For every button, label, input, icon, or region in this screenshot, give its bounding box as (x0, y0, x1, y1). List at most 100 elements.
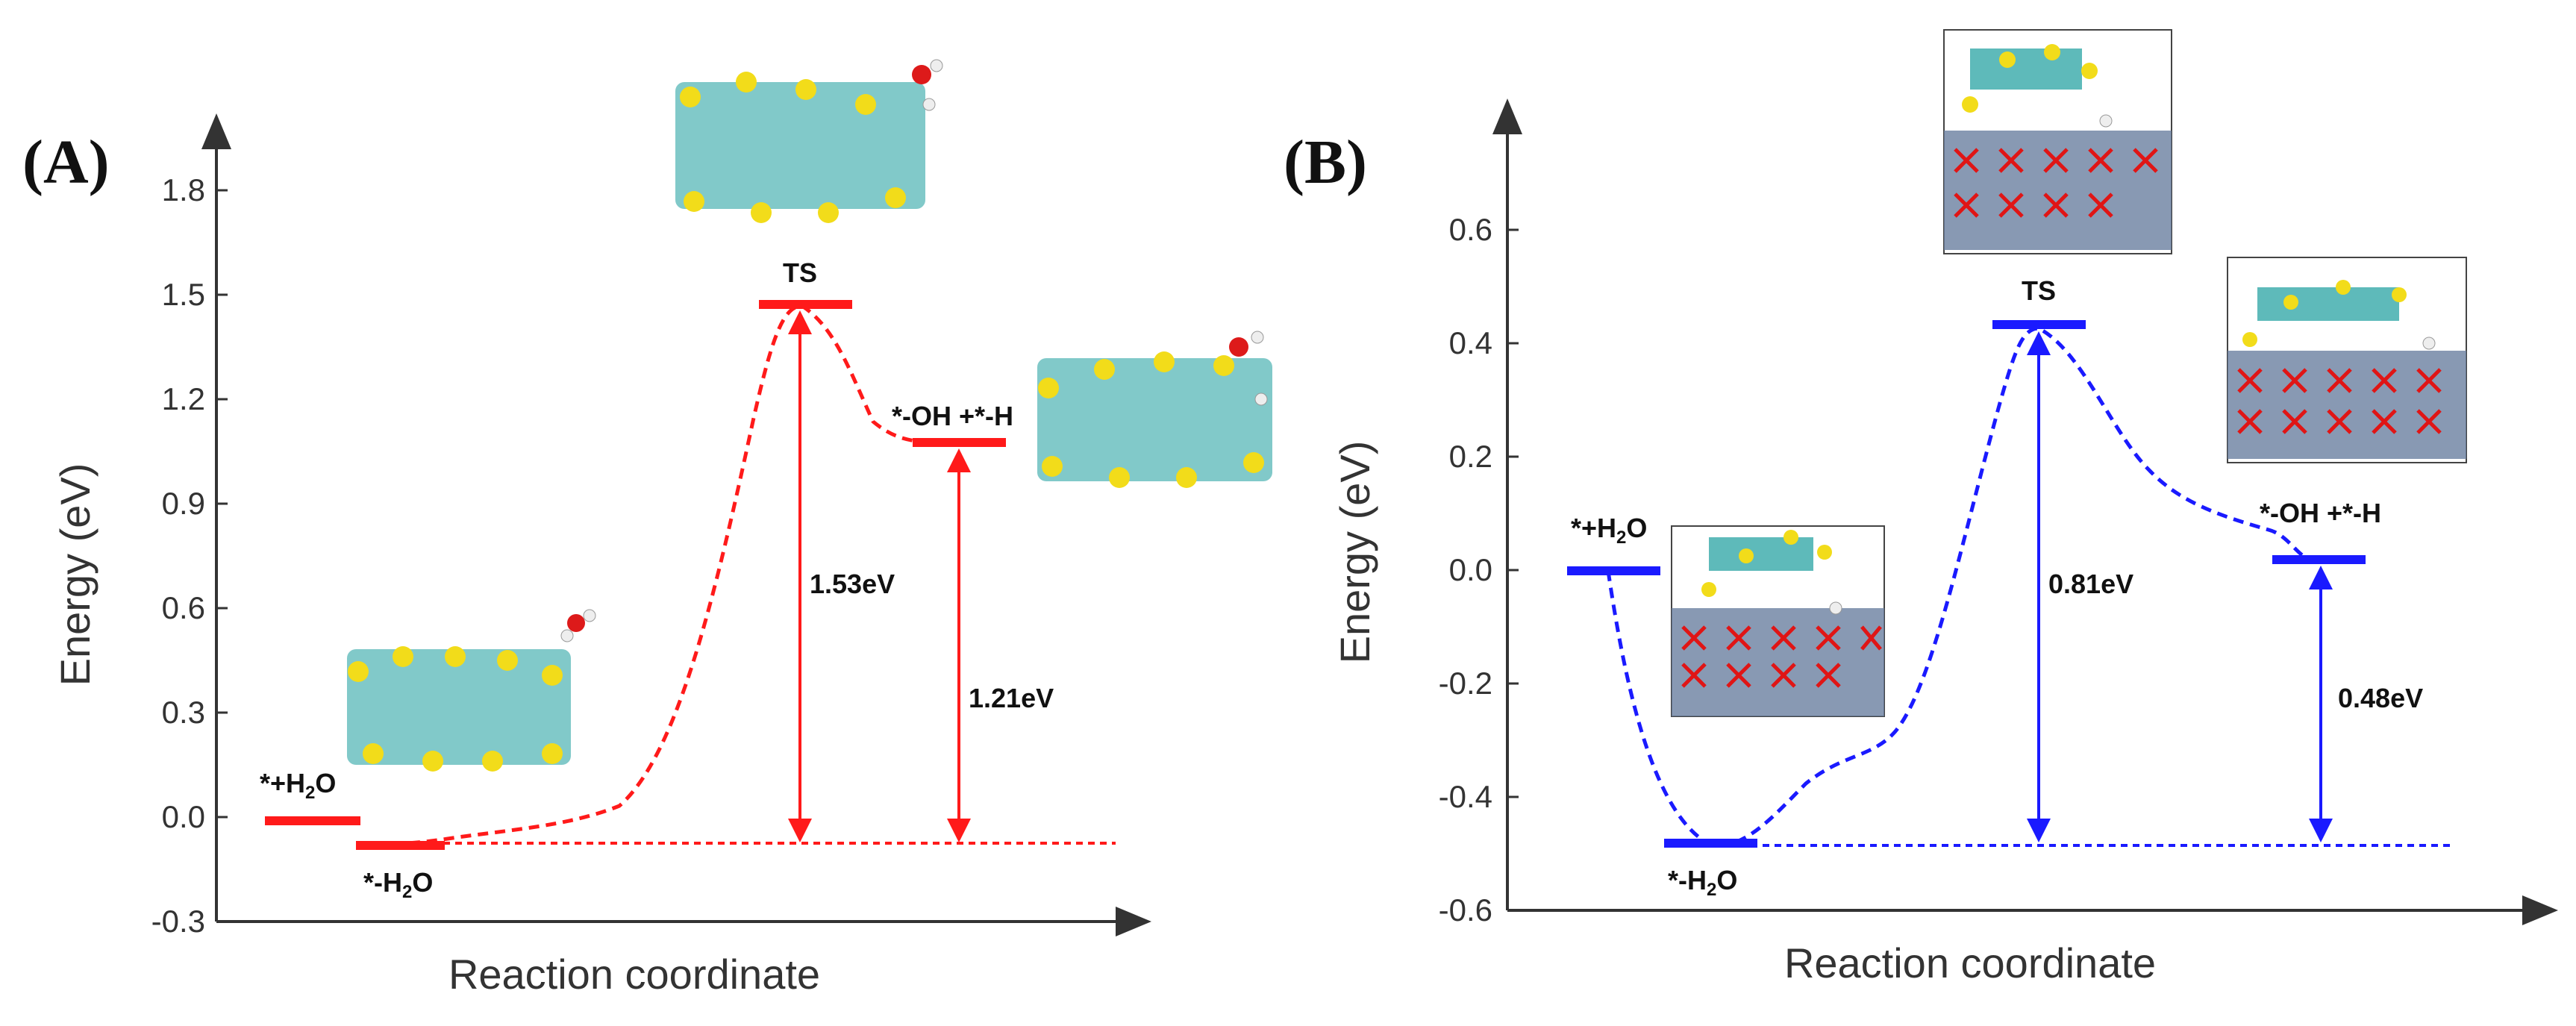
atom (684, 191, 704, 212)
panel-a-tick-label: 1.8 (162, 172, 205, 207)
slab-body (675, 82, 925, 209)
panel-b-x-axis-title: Reaction coordinate (1784, 939, 2156, 986)
panel-a-structure-ts (675, 59, 943, 223)
label-sub: 2 (1616, 528, 1626, 548)
label-tail: O (315, 768, 336, 798)
atom-h (583, 609, 596, 622)
label-tail: O (412, 867, 433, 898)
panel-b-label-initial: *+H2O (1571, 513, 1647, 548)
atom (542, 665, 563, 686)
atom (2336, 280, 2351, 295)
atom (497, 650, 518, 671)
label-main: *+H (1571, 513, 1616, 543)
panel-b-y-axis-title: Energy (eV) (1331, 441, 1378, 664)
panel-a-tick-label: 1.2 (162, 381, 205, 416)
panel-b-structure-adsorbed (1671, 525, 1885, 717)
atom-h (2099, 114, 2113, 128)
atom (1094, 359, 1115, 380)
panel-b-y-ticks: -0.6 -0.4 -0.2 0.0 0.2 0.4 0.6 (1439, 212, 1519, 928)
panel-a-y-ticks: -0.3 0.0 0.3 0.6 0.9 1.2 1.5 1.8 (151, 172, 228, 939)
panel-b-label-ts: TS (2022, 275, 2056, 306)
label-main: *-H (1668, 865, 1707, 895)
atom (1243, 452, 1264, 473)
panel-a-tick-label: 0.0 (162, 799, 205, 834)
panel-b-tick-label: -0.6 (1439, 892, 1492, 928)
atom (1701, 582, 1716, 597)
panel-a-label-final: *-OH +*-H (892, 401, 1013, 431)
panel-a-tick-label: 0.3 (162, 695, 205, 730)
atom (1817, 545, 1832, 560)
oxygen-lattice (1954, 148, 2158, 218)
atom (885, 187, 906, 208)
atom (1154, 351, 1175, 372)
atom (2392, 287, 2407, 302)
panel-a-label-adsorbed: *-H2O (363, 867, 433, 902)
cluster (1709, 537, 1813, 571)
panel-a-tick-label: 1.5 (162, 277, 205, 312)
panel-b-structure-final (2227, 257, 2467, 463)
panel-b-tick-label: -0.4 (1439, 779, 1492, 814)
atom (2242, 332, 2257, 347)
label-main: *+H (260, 768, 305, 798)
panel-a-x-axis-title: Reaction coordinate (448, 951, 820, 998)
atom-h (930, 59, 943, 72)
label-sub: 2 (305, 783, 315, 803)
atom (445, 646, 466, 667)
panel-b-tick-label: 0.2 (1449, 439, 1492, 474)
oxygen-lattice (1681, 625, 1882, 688)
atom (1783, 530, 1798, 545)
atom (1739, 548, 1754, 563)
atom (2044, 44, 2060, 60)
atom-o (912, 65, 931, 84)
atom-h (560, 629, 574, 642)
atom (1042, 456, 1063, 477)
label-main: *-H (363, 867, 402, 898)
panel-b-arrow-1-label: 0.81eV (2048, 569, 2133, 599)
atom (482, 751, 503, 772)
panel-a-tick-label: 0.9 (162, 486, 205, 521)
panel-a-tick-label: 0.6 (162, 590, 205, 625)
atom-h (922, 98, 936, 111)
panel-a-structure-final (1037, 331, 1272, 488)
atom (348, 661, 369, 682)
cluster (2257, 287, 2399, 321)
panel-b-structure-ts (1943, 29, 2172, 254)
panel-a-y-axis-title: Energy (eV) (51, 463, 99, 686)
atom (363, 743, 384, 764)
atom (1999, 51, 2016, 68)
panel-b-label: (B) (1284, 128, 1367, 197)
panel-a-tick-label: -0.3 (151, 904, 205, 939)
panel-a: (A) -0.3 0.0 0.3 0.6 0.9 1.2 1.5 1.8 Ene… (22, 59, 1272, 998)
atom (1176, 467, 1197, 488)
atom-h (1251, 331, 1264, 344)
panel-a-structure-initial (347, 609, 596, 772)
substrate (1672, 608, 1884, 716)
panel-a-reaction-path (357, 304, 945, 846)
panel-b-tick-label: -0.2 (1439, 666, 1492, 701)
atom-h (2422, 337, 2436, 350)
atom-o (567, 614, 585, 632)
atom (542, 743, 563, 764)
atom (2283, 295, 2298, 310)
atom (680, 87, 701, 107)
atom (1038, 378, 1059, 398)
atom (736, 72, 757, 93)
panel-a-arrow-1-label: 1.53eV (810, 569, 895, 599)
panel-a-label: (A) (22, 128, 110, 197)
oxygen-lattice (2237, 368, 2442, 434)
atom (1213, 355, 1234, 376)
label-sub: 2 (402, 882, 412, 902)
cluster (1970, 49, 2082, 90)
atom-o (1229, 337, 1248, 357)
panel-b-arrow-2-label: 0.48eV (2338, 683, 2423, 713)
slab-body (347, 649, 571, 765)
panel-a-label-ts: TS (783, 257, 817, 288)
atom (393, 646, 413, 667)
atom (751, 202, 772, 223)
panel-b-tick-label: 0.4 (1449, 325, 1492, 360)
atom (1109, 467, 1130, 488)
atom-h (1254, 392, 1268, 406)
atom (818, 202, 839, 223)
atom (2081, 63, 2098, 79)
